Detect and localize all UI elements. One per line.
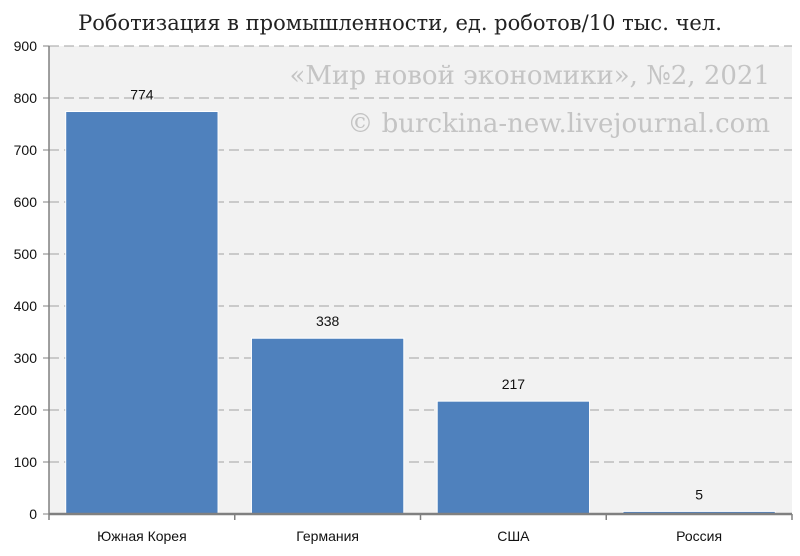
chart-title: Роботизация в промышленности, ед. робото… (78, 11, 722, 35)
y-tick-label: 200 (14, 402, 38, 418)
y-tick-label: 400 (14, 298, 38, 314)
x-axis (48, 46, 793, 520)
bar (436, 400, 591, 515)
bar (250, 337, 405, 515)
x-tick-label: Германия (296, 528, 359, 544)
y-tick-label: 800 (14, 90, 38, 106)
data-labels: 774 338 217 5 (130, 87, 703, 503)
x-tick-label: Россия (676, 528, 722, 544)
y-tick-label: 700 (14, 142, 38, 158)
bar-series (65, 111, 776, 515)
y-tick-label: 500 (14, 246, 38, 262)
x-tick-label: Южная Корея (97, 528, 187, 544)
watermark-source: «Мир новой экономики», №2, 2021 (290, 61, 771, 91)
y-tick-label: 900 (14, 38, 38, 54)
x-axis-categories: Южная Корея Германия США Россия (97, 528, 722, 544)
data-label: 774 (130, 87, 154, 103)
x-tick-label: США (497, 528, 530, 544)
watermark-copyright: © burckina-new.livejournal.com (347, 109, 770, 139)
y-tick-label: 100 (14, 454, 38, 470)
y-tick-label: 600 (14, 194, 38, 210)
y-axis-ticks: 0 100 200 300 400 500 600 700 800 900 (14, 38, 49, 522)
data-label: 5 (695, 486, 703, 502)
y-tick-label: 300 (14, 350, 38, 366)
data-label: 338 (316, 313, 340, 329)
data-label: 217 (502, 376, 526, 392)
bar (65, 111, 219, 515)
y-tick-label: 0 (29, 506, 37, 522)
